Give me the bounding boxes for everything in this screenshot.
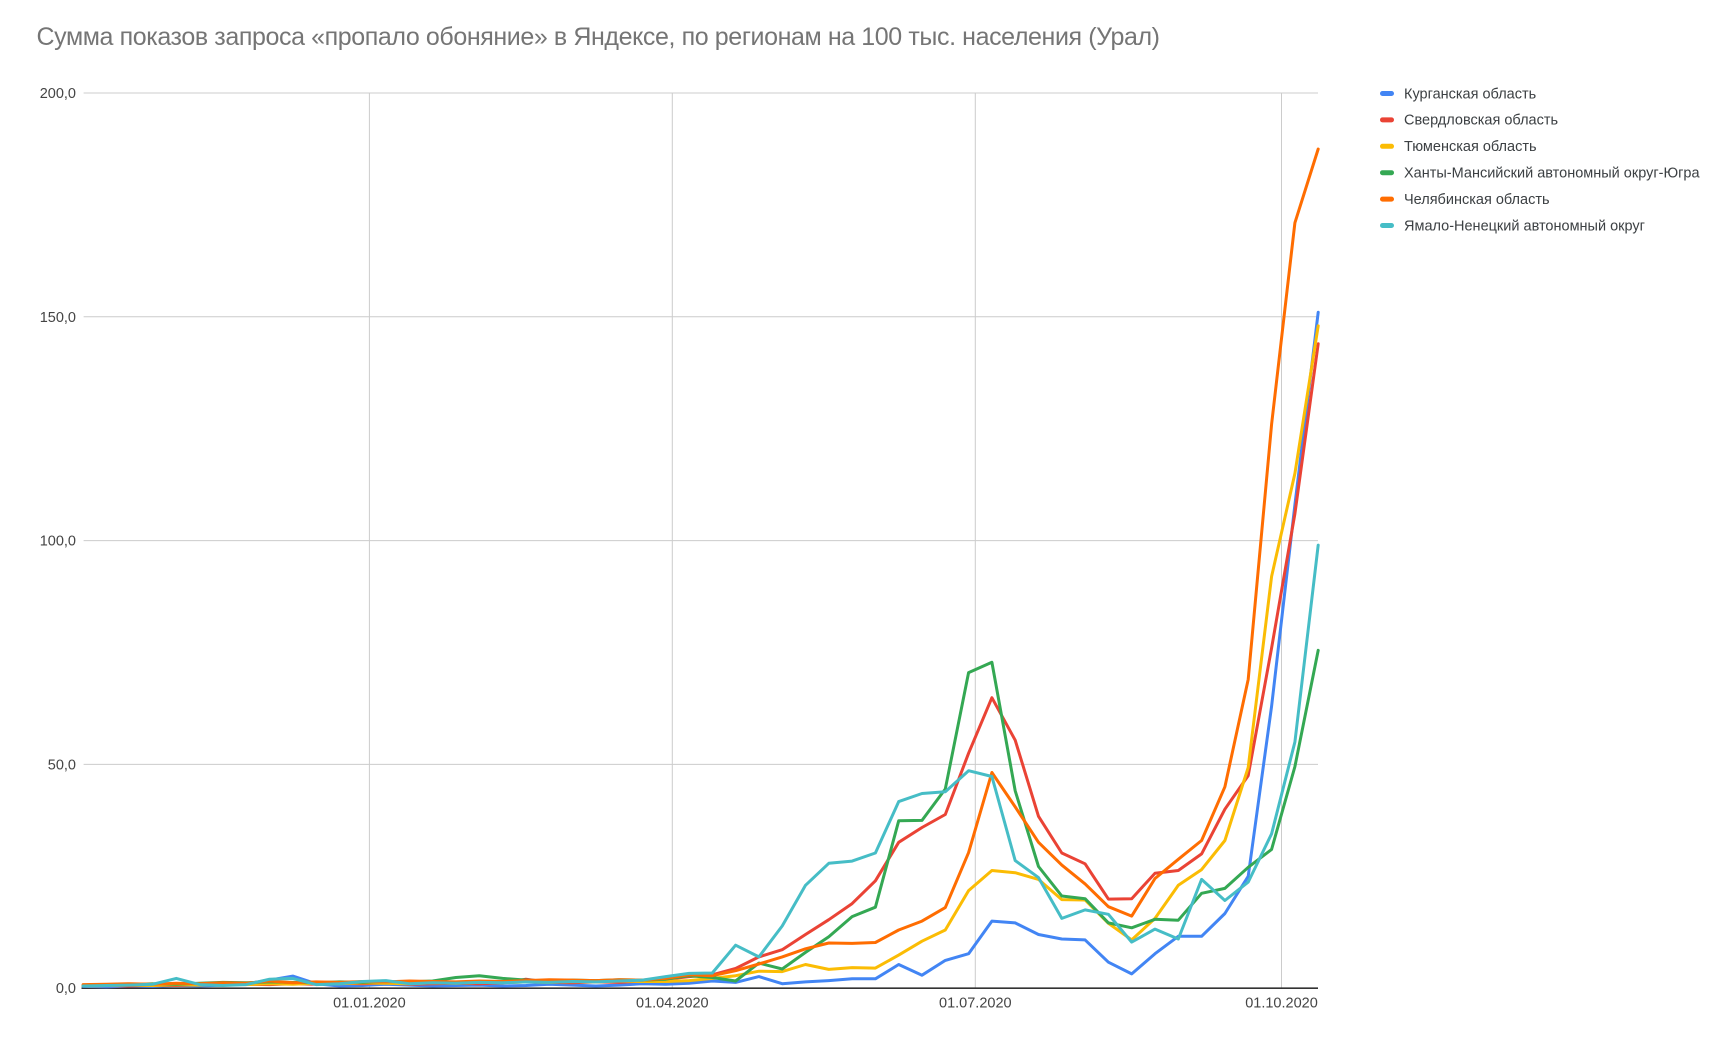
svg-text:0,0: 0,0 [56, 981, 76, 997]
svg-text:Челябинская область: Челябинская область [1404, 192, 1550, 208]
svg-text:Ханты-Мансийский автономный ок: Ханты-Мансийский автономный округ-Югра [1404, 166, 1700, 182]
svg-text:Курганская область: Курганская область [1404, 86, 1536, 102]
svg-text:Тюменская область: Тюменская область [1404, 139, 1537, 155]
svg-text:200,0: 200,0 [40, 86, 76, 102]
svg-text:01.07.2020: 01.07.2020 [939, 996, 1012, 1012]
svg-text:Ямало-Ненецкий автономный окру: Ямало-Ненецкий автономный округ [1404, 218, 1645, 234]
svg-text:01.01.2020: 01.01.2020 [333, 996, 406, 1012]
svg-text:01.10.2020: 01.10.2020 [1245, 996, 1318, 1012]
svg-text:100,0: 100,0 [40, 534, 76, 550]
svg-text:Свердловская область: Свердловская область [1404, 113, 1558, 129]
svg-text:150,0: 150,0 [40, 310, 76, 326]
svg-text:50,0: 50,0 [48, 757, 76, 773]
svg-text:01.04.2020: 01.04.2020 [636, 996, 709, 1012]
svg-text:Сумма показов запроса «пропало: Сумма показов запроса «пропало обоняние»… [37, 23, 1160, 51]
